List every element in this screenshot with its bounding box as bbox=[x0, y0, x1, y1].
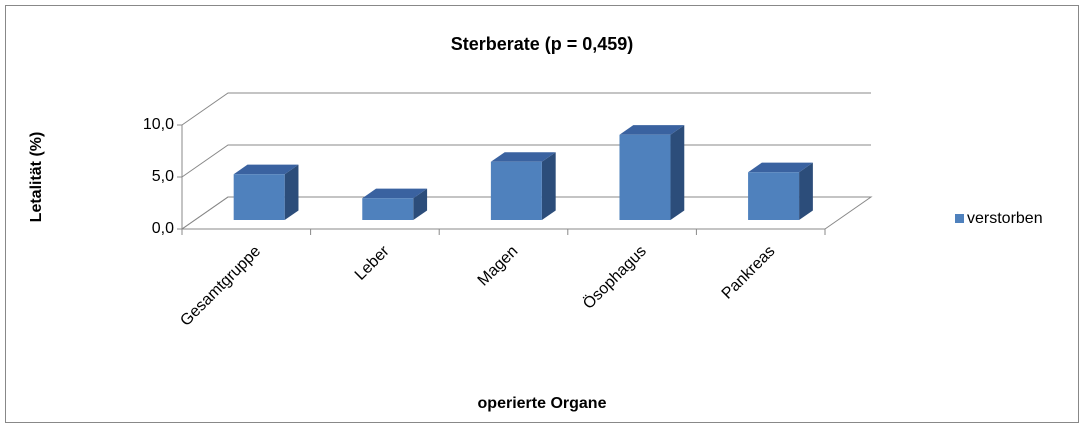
y-tick-label: 10,0 bbox=[143, 116, 174, 133]
bar-front bbox=[490, 161, 542, 221]
bar-side bbox=[541, 152, 556, 221]
bar-top bbox=[619, 125, 685, 135]
legend-swatch bbox=[955, 214, 964, 223]
bar bbox=[233, 164, 299, 221]
bar-side bbox=[284, 164, 299, 221]
bar-side bbox=[413, 188, 428, 221]
y-tick-label: 5,0 bbox=[152, 168, 174, 185]
legend-label: verstorben bbox=[967, 210, 1043, 227]
bar-top bbox=[362, 188, 428, 199]
bar-front bbox=[748, 172, 800, 221]
bar-front bbox=[619, 134, 671, 221]
bar-side bbox=[670, 125, 685, 221]
bar bbox=[490, 152, 556, 221]
y-tick-label: 0,0 bbox=[152, 220, 174, 237]
bar bbox=[362, 188, 428, 221]
y-axis-label: Letalität (%) bbox=[28, 132, 45, 223]
bar-top bbox=[748, 162, 813, 173]
bar-front bbox=[233, 174, 285, 221]
bar-front bbox=[362, 198, 414, 221]
x-axis-label: operierte Organe bbox=[478, 395, 607, 412]
bar-side bbox=[799, 162, 813, 221]
grid-line bbox=[181, 92, 871, 126]
bar-top bbox=[490, 152, 556, 162]
bar-top bbox=[233, 164, 299, 175]
bar bbox=[748, 162, 813, 221]
chart-title: Sterberate (p = 0,459) bbox=[451, 34, 634, 54]
bar bbox=[619, 125, 685, 221]
